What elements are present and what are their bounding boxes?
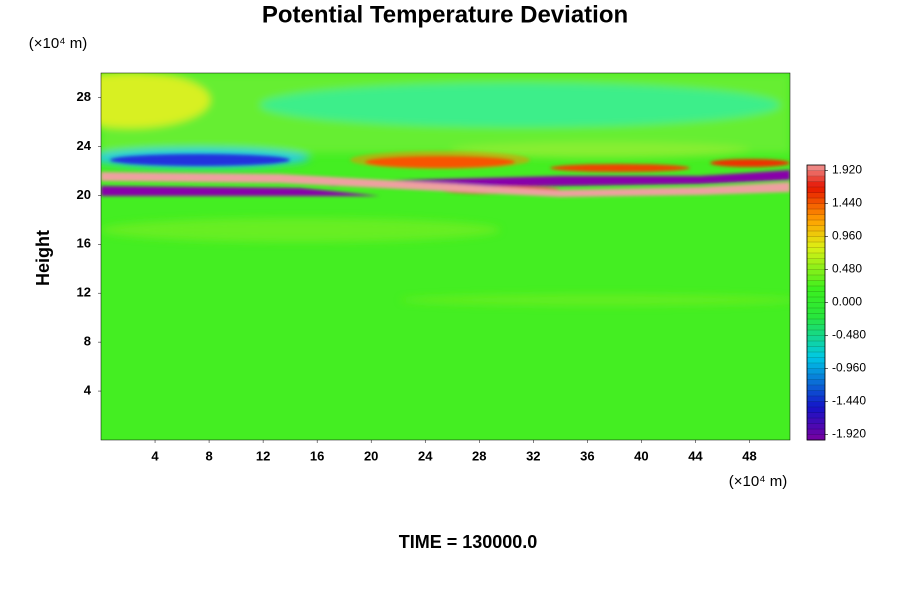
colorbar-band	[807, 423, 825, 430]
colorbar-band	[807, 236, 825, 243]
x-tick-label: 16	[310, 448, 324, 463]
colorbar-band	[807, 176, 825, 182]
colorbar-band	[807, 253, 825, 259]
time-label: TIME = 130000.0	[399, 532, 538, 552]
colorbar-band	[807, 231, 825, 237]
colorbar-band	[807, 363, 825, 369]
x-tick-label: 4	[151, 448, 159, 463]
colorbar-band	[807, 401, 825, 408]
y-tick-label: 16	[77, 236, 91, 251]
y-tick-label: 24	[77, 138, 92, 153]
colorbar-tick-label: 1.920	[832, 163, 862, 177]
colorbar-band	[807, 341, 825, 347]
x-tick-label: 12	[256, 448, 270, 463]
colorbar-band	[807, 385, 825, 391]
colorbar-band	[807, 418, 825, 424]
colorbar-tick-label: -0.480	[832, 328, 866, 342]
colorbar-band	[807, 324, 825, 331]
colorbar-band	[807, 396, 825, 402]
colorbar-band	[807, 220, 825, 226]
colorbar-band	[807, 280, 825, 287]
colorbar-tick-label: 0.480	[832, 262, 862, 276]
colorbar-band	[807, 357, 825, 364]
colorbar-band	[807, 308, 825, 314]
y-tick-label: 20	[77, 187, 91, 202]
colorbar-band	[807, 330, 825, 336]
colorbar-tick-label: 0.000	[832, 295, 862, 309]
colorbar-band	[807, 429, 825, 435]
x-tick-label: 36	[580, 448, 594, 463]
colorbar-band	[807, 165, 825, 171]
colorbar-band	[807, 407, 825, 413]
colorbar-band	[807, 319, 825, 325]
colorbar-band	[807, 368, 825, 375]
colorbar-tick-label: -0.960	[832, 361, 866, 375]
colorbar-tick-label: 1.440	[832, 196, 862, 210]
colorbar-band	[807, 390, 825, 397]
colorbar-band	[807, 258, 825, 265]
colorbar-band	[807, 275, 825, 281]
colorbar-band	[807, 198, 825, 204]
colorbar-band	[807, 374, 825, 380]
x-tick-label: 28	[472, 448, 486, 463]
colorbar-band	[807, 335, 825, 342]
x-tick-label: 40	[634, 448, 648, 463]
y-unit-label: (×10⁴ m)	[29, 35, 88, 52]
colorbar-band	[807, 412, 825, 419]
y-tick-label: 8	[84, 334, 91, 349]
y-tick-label: 4	[84, 383, 92, 398]
colorbar-band	[807, 286, 825, 292]
contour-field	[101, 73, 790, 440]
colorbar-band	[807, 269, 825, 276]
colorbar-band	[807, 291, 825, 298]
colorbar-band	[807, 352, 825, 358]
plot-frame	[100, 72, 791, 441]
colorbar-band	[807, 192, 825, 199]
colorbar-band	[807, 346, 825, 353]
colorbar-band	[807, 434, 825, 441]
colorbar-band	[807, 214, 825, 221]
colorbar-band	[807, 247, 825, 254]
y-tick-label: 28	[77, 89, 91, 104]
x-tick-label: 8	[205, 448, 212, 463]
colorbar-band	[807, 313, 825, 320]
colorbar-band	[807, 297, 825, 303]
x-tick-label: 48	[742, 448, 756, 463]
x-unit-label: (×10⁴ m)	[729, 473, 788, 490]
colorbar-band	[807, 242, 825, 248]
colorbar-band	[807, 170, 825, 177]
x-tick-label: 24	[418, 448, 433, 463]
colorbar-tick-label: -1.440	[832, 394, 866, 408]
colorbar-tick-label: 0.960	[832, 229, 862, 243]
colorbar-band	[807, 181, 825, 188]
chart-title: Potential Temperature Deviation	[262, 1, 628, 28]
colorbar-band	[807, 203, 825, 210]
x-tick-label: 32	[526, 448, 540, 463]
colorbar-band	[807, 379, 825, 386]
colorbar-band	[807, 225, 825, 232]
colorbar-band	[807, 302, 825, 309]
y-axis-label: Height	[33, 230, 53, 286]
colorbar	[807, 165, 825, 441]
x-tick-label: 44	[688, 448, 703, 463]
colorbar-band	[807, 187, 825, 193]
x-tick-label: 20	[364, 448, 378, 463]
y-tick-label: 12	[77, 285, 91, 300]
colorbar-band	[807, 209, 825, 215]
colorbar-band	[807, 264, 825, 270]
colorbar-tick-label: -1.920	[832, 427, 866, 441]
